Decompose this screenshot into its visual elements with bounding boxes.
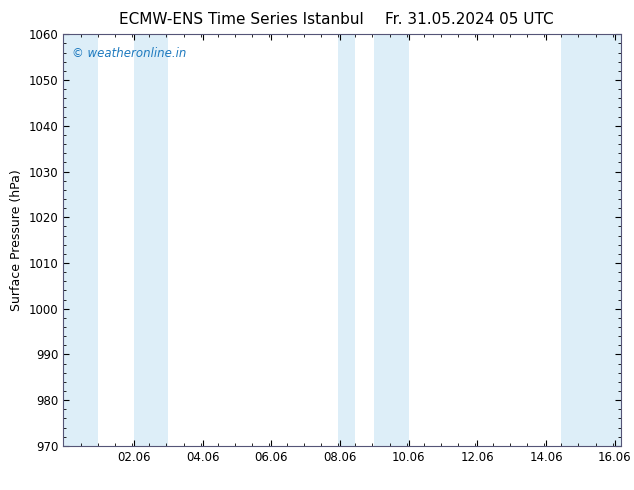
Bar <box>338 34 355 446</box>
Bar <box>134 34 169 446</box>
Text: Fr. 31.05.2024 05 UTC: Fr. 31.05.2024 05 UTC <box>385 12 553 27</box>
Bar <box>63 34 98 446</box>
Bar <box>375 34 409 446</box>
Bar <box>561 34 621 446</box>
Y-axis label: Surface Pressure (hPa): Surface Pressure (hPa) <box>10 169 23 311</box>
Text: © weatheronline.in: © weatheronline.in <box>72 47 186 60</box>
Text: ECMW-ENS Time Series Istanbul: ECMW-ENS Time Series Istanbul <box>119 12 363 27</box>
